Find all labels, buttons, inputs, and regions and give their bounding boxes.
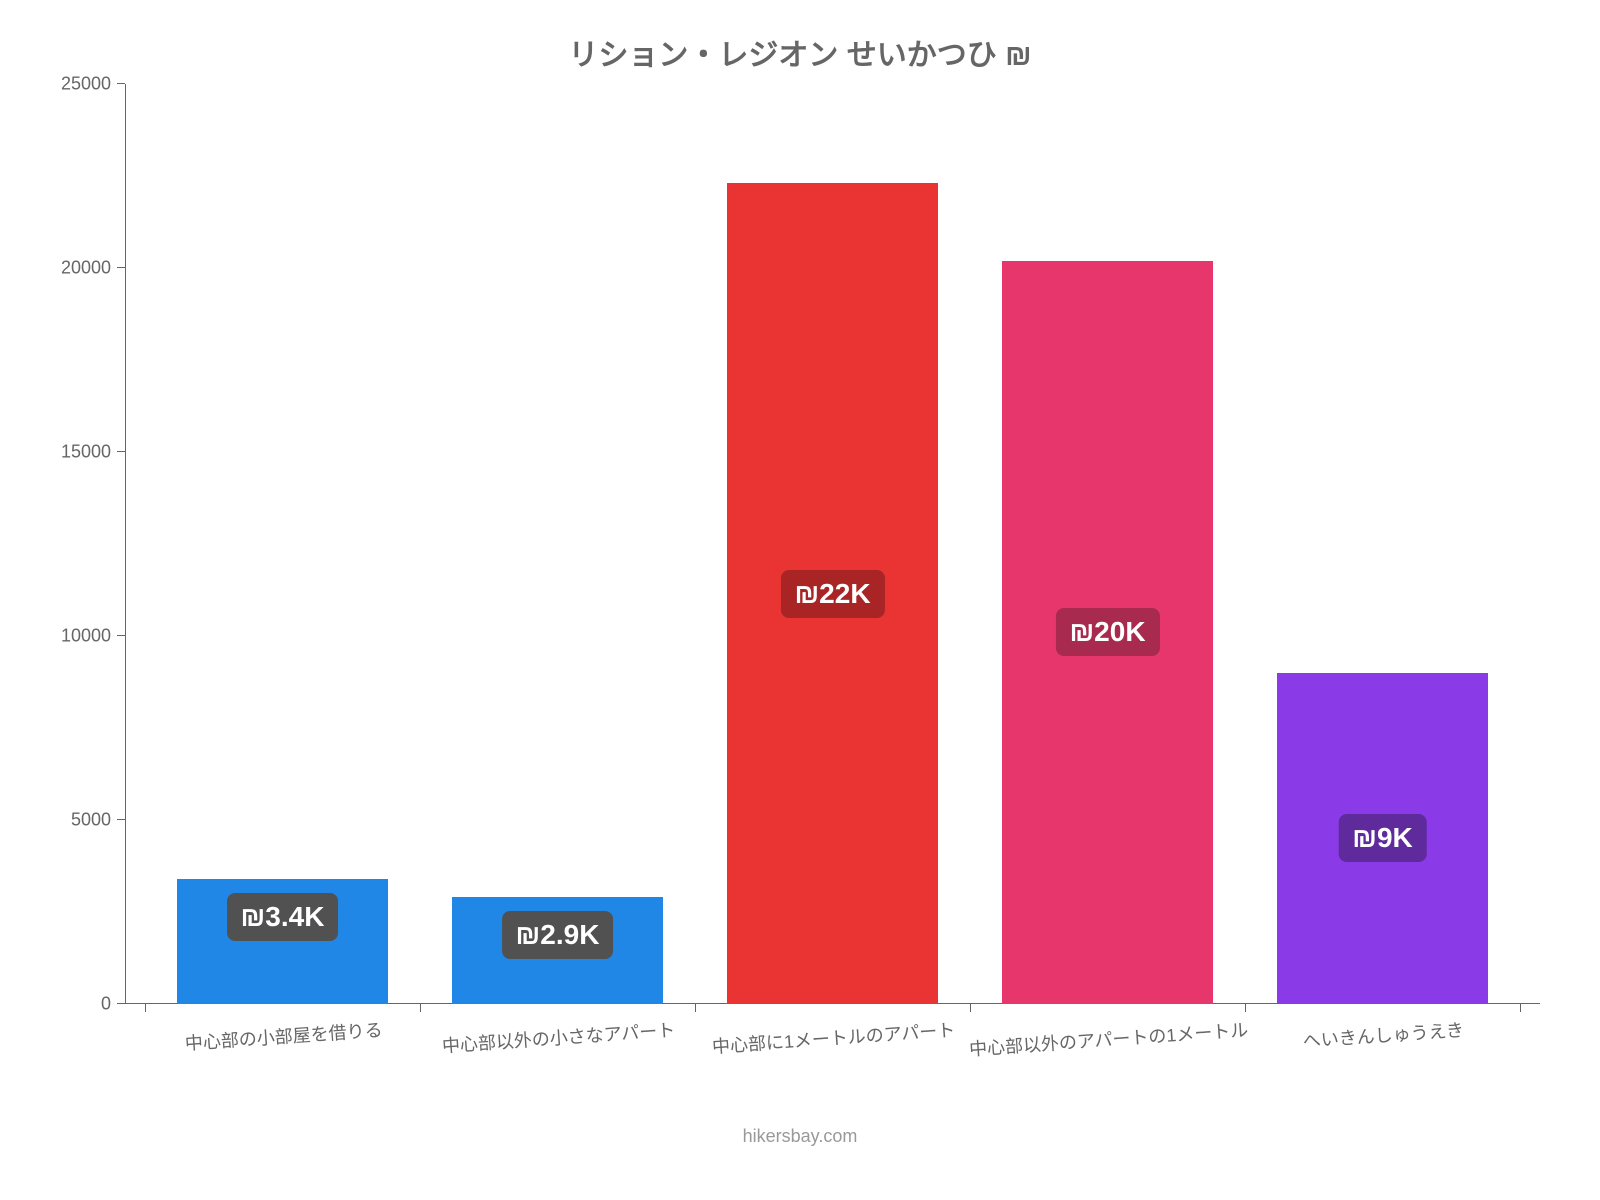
x-tick-label: 中心部以外の小さなアパート <box>441 1016 676 1058</box>
y-tick-label: 25000 <box>41 74 111 95</box>
bar-slot: ₪3.4K <box>145 879 420 1004</box>
bars-group: ₪3.4K ₪2.9K ₪22K ₪20K ₪9K <box>125 84 1540 1004</box>
y-tick-mark <box>117 451 125 452</box>
bar: ₪2.9K <box>452 897 664 1004</box>
bar-slot: ₪2.9K <box>420 897 695 1004</box>
bar-value-label: ₪20K <box>1055 608 1159 656</box>
y-tick-label: 15000 <box>41 442 111 463</box>
bar: ₪20K <box>1002 261 1214 1004</box>
x-label-slot: へいきんしゅうえき <box>1245 1010 1520 1036</box>
bar-value-label: ₪9K <box>1338 814 1427 862</box>
x-tick-label: 中心部に1メートルのアパート <box>711 1016 956 1059</box>
y-tick-label: 20000 <box>41 258 111 279</box>
bar-slot: ₪22K <box>695 183 970 1004</box>
bar-value-label: ₪2.9K <box>502 911 614 959</box>
x-tick-label: 中心部以外のアパートの1メートル <box>968 1016 1249 1061</box>
y-tick-mark <box>117 635 125 636</box>
y-tick-mark <box>117 267 125 268</box>
chart-title: リション・レジオン せいかつひ ₪ <box>40 30 1560 74</box>
bar: ₪3.4K <box>177 879 389 1004</box>
y-tick-label: 0 <box>41 994 111 1015</box>
bar-value-label: ₪22K <box>780 570 884 618</box>
x-label-slot: 中心部以外の小さなアパート <box>420 1010 695 1036</box>
x-tick-label: へいきんしゅうえき <box>1302 1016 1465 1053</box>
x-label-slot: 中心部に1メートルのアパート <box>695 1010 970 1036</box>
chart-footer: hikersbay.com <box>40 1126 1560 1147</box>
y-tick-mark <box>117 1003 125 1004</box>
bar: ₪22K <box>727 183 939 1004</box>
y-tick-label: 5000 <box>41 810 111 831</box>
x-axis-labels: 中心部の小部屋を借りる中心部以外の小さなアパート中心部に1メートルのアパート中心… <box>125 1010 1540 1036</box>
x-tick-label: 中心部の小部屋を借りる <box>183 1016 382 1056</box>
bar: ₪9K <box>1277 673 1489 1004</box>
y-tick-mark <box>117 819 125 820</box>
bar-slot: ₪20K <box>970 261 1245 1004</box>
x-label-slot: 中心部の小部屋を借りる <box>145 1010 420 1036</box>
bar-slot: ₪9K <box>1245 673 1520 1004</box>
y-axis: 0500010000150002000025000 <box>40 84 125 1004</box>
chart-container: リション・レジオン せいかつひ ₪ 0 5000 10000 15000 20000 25… <box>0 0 1600 1200</box>
y-tick-label: 10000 <box>41 626 111 647</box>
x-label-slot: 中心部以外のアパートの1メートル <box>970 1010 1245 1036</box>
bar-value-label: ₪3.4K <box>227 893 339 941</box>
y-tick-mark <box>117 83 125 84</box>
plot-area: 0500010000150002000025000 ₪3.4K₪2.9K₪22K… <box>125 84 1540 1004</box>
